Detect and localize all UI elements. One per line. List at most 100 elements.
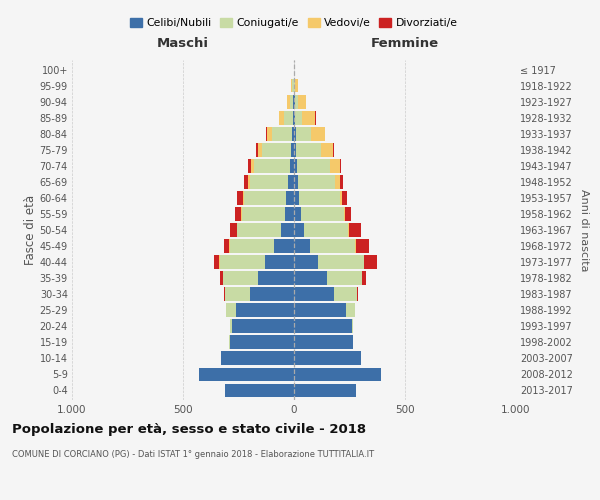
Bar (355, 239, 356, 253)
Bar (220, 272, 223, 285)
Bar (224, 239, 229, 253)
Bar (248, 159, 251, 172)
Bar (281, 223, 294, 237)
Bar (265, 256, 294, 269)
Bar (340, 175, 343, 188)
Bar (272, 127, 292, 140)
Bar (356, 239, 369, 253)
Bar (342, 191, 347, 204)
Bar (244, 175, 248, 188)
Bar (235, 207, 241, 221)
Bar (285, 207, 294, 221)
Bar (304, 223, 349, 237)
Bar (225, 288, 250, 301)
Bar (230, 223, 237, 237)
Bar (294, 239, 310, 253)
Bar (294, 336, 353, 349)
Bar (225, 384, 294, 397)
Bar (296, 127, 311, 140)
Bar (294, 223, 304, 237)
Bar (292, 143, 294, 156)
Bar (248, 175, 250, 188)
Bar (328, 272, 362, 285)
Bar (243, 191, 244, 204)
Bar (311, 127, 325, 140)
Bar (223, 272, 259, 285)
Bar (221, 352, 294, 365)
Bar (294, 304, 346, 317)
Text: Maschi: Maschi (157, 38, 209, 51)
Bar (199, 368, 294, 381)
Text: Popolazione per età, sesso e stato civile - 2018: Popolazione per età, sesso e stato civil… (12, 422, 366, 436)
Bar (290, 95, 293, 108)
Bar (340, 159, 341, 172)
Bar (298, 95, 307, 108)
Bar (294, 384, 356, 397)
Bar (254, 159, 290, 172)
Bar (289, 175, 294, 188)
Bar (241, 207, 242, 221)
Bar (290, 159, 294, 172)
Bar (230, 336, 294, 349)
Bar (293, 95, 294, 108)
Bar (294, 191, 299, 204)
Bar (302, 111, 315, 124)
Bar (292, 127, 294, 140)
Bar (230, 320, 232, 333)
Bar (319, 256, 364, 269)
Bar (335, 175, 340, 188)
Bar (214, 256, 219, 269)
Bar (294, 368, 380, 381)
Bar (294, 207, 301, 221)
Bar (329, 159, 340, 172)
Y-axis label: Anni di nascita: Anni di nascita (578, 188, 589, 271)
Bar (344, 207, 345, 221)
Bar (262, 143, 292, 156)
Bar (258, 143, 262, 156)
Bar (294, 352, 361, 365)
Bar (236, 304, 294, 317)
Legend: Celibi/Nubili, Coniugati/e, Vedovi/e, Divorziati/e: Celibi/Nubili, Coniugati/e, Vedovi/e, Di… (130, 18, 458, 28)
Text: Femmine: Femmine (371, 38, 439, 51)
Bar (230, 239, 274, 253)
Bar (310, 239, 355, 253)
Bar (298, 175, 335, 188)
Bar (274, 239, 294, 253)
Bar (259, 272, 294, 285)
Bar (266, 127, 272, 140)
Bar (294, 143, 296, 156)
Bar (364, 256, 377, 269)
Bar (293, 111, 294, 124)
Bar (250, 288, 294, 301)
Bar (232, 320, 294, 333)
Bar (226, 304, 236, 317)
Bar (320, 143, 333, 156)
Bar (340, 191, 342, 204)
Bar (295, 111, 302, 124)
Bar (220, 256, 265, 269)
Bar (346, 304, 355, 317)
Bar (251, 159, 254, 172)
Bar (294, 95, 295, 108)
Bar (362, 272, 366, 285)
Bar (294, 111, 295, 124)
Bar (280, 111, 284, 124)
Bar (294, 127, 296, 140)
Bar (244, 191, 286, 204)
Bar (242, 207, 285, 221)
Bar (294, 256, 319, 269)
Bar (334, 288, 357, 301)
Bar (357, 288, 358, 301)
Bar (294, 288, 334, 301)
Text: COMUNE DI CORCIANO (PG) - Dati ISTAT 1° gennaio 2018 - Elaborazione TUTTITALIA.I: COMUNE DI CORCIANO (PG) - Dati ISTAT 1° … (12, 450, 374, 459)
Bar (298, 159, 329, 172)
Bar (284, 111, 293, 124)
Bar (352, 320, 353, 333)
Bar (294, 175, 298, 188)
Bar (345, 207, 351, 221)
Y-axis label: Fasce di età: Fasce di età (23, 195, 37, 265)
Bar (294, 159, 298, 172)
Bar (256, 143, 258, 156)
Bar (295, 79, 298, 92)
Bar (294, 320, 352, 333)
